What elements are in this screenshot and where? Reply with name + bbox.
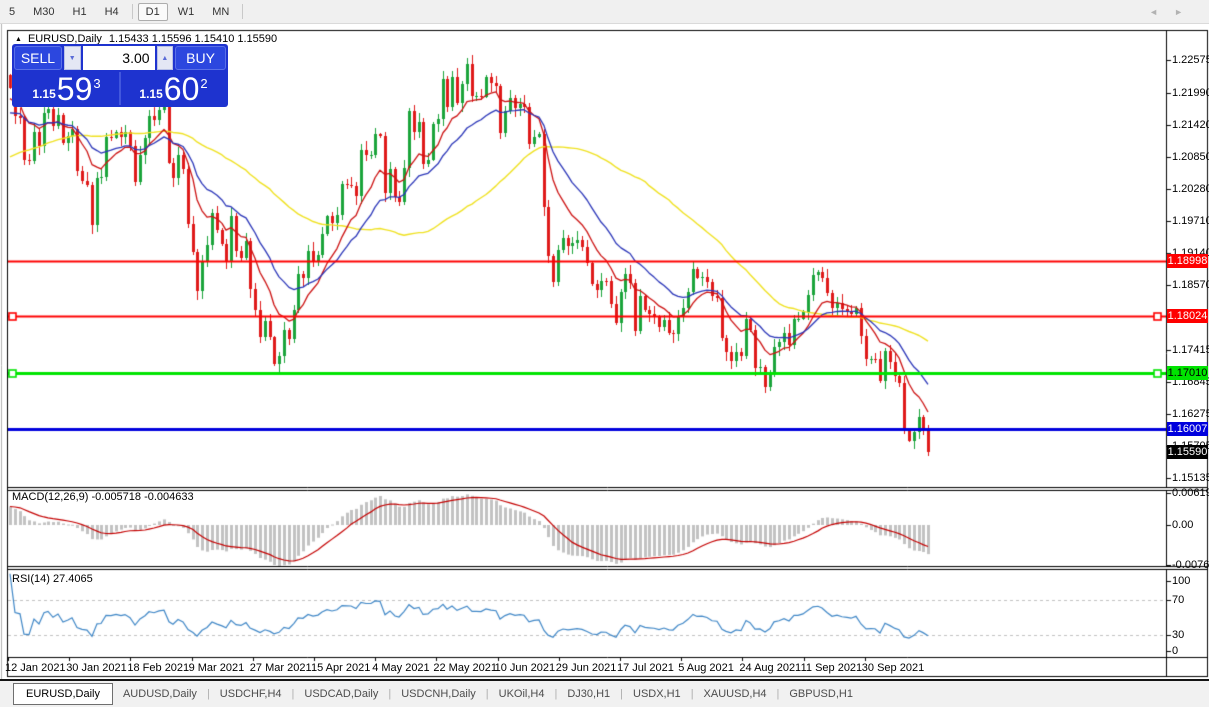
tab-scroll-arrows: ◄► xyxy=(1149,7,1199,17)
tab-ukoil-h4[interactable]: UKOil,H4 xyxy=(498,688,545,700)
price-tick-label: 1.19710 xyxy=(1172,215,1209,227)
tab-gbpusd-h1[interactable]: GBPUSD,H1 xyxy=(789,688,853,700)
one-click-trading-panel: SELL ▼ ▲ BUY 1.15 59 3 1.15 60 2 xyxy=(12,44,228,107)
tab-separator: | xyxy=(485,688,489,700)
date-axis-label: 24 Aug 2021 xyxy=(739,662,802,674)
timeframe-button-mn[interactable]: MN xyxy=(212,5,230,18)
chart-symbol-label: EURUSD,Daily xyxy=(27,33,102,45)
tabs-scroll-right-icon[interactable]: ► xyxy=(1174,7,1199,17)
buy-price-sup: 2 xyxy=(200,76,208,91)
tab-separator: | xyxy=(690,688,694,700)
hline-price-label: 1.17010 xyxy=(1167,366,1208,380)
date-axis-label: 17 Jul 2021 xyxy=(617,662,674,674)
price-tick-label: 1.22575 xyxy=(1172,54,1209,66)
rsi-scale-label: 30 xyxy=(1172,629,1185,641)
chart-title: ▲ EURUSD,Daily 1.15433 1.15596 1.15410 1… xyxy=(15,33,277,45)
tab-audusd-daily[interactable]: AUDUSD,Daily xyxy=(122,688,197,700)
spinner-up-icon: ▲ xyxy=(161,54,169,62)
tab-eurusd-daily[interactable]: EURUSD,Daily xyxy=(13,683,113,705)
tab-separator: | xyxy=(388,688,392,700)
volume-increase-button[interactable]: ▲ xyxy=(156,46,174,70)
sell-price-big: 59 xyxy=(56,71,93,107)
sell-button[interactable]: SELL xyxy=(14,46,62,70)
buy-price-big: 60 xyxy=(163,71,200,107)
timeframe-button-h1[interactable]: H1 xyxy=(72,5,87,18)
price-tick-label: 1.15135 xyxy=(1172,472,1209,484)
buy-price-small: 1.15 xyxy=(139,87,163,101)
date-axis-label: 11 Sep 2021 xyxy=(800,662,863,674)
chart-tab-bar: EURUSD,Daily AUDUSD,Daily | USDCHF,H4 | USDCA… xyxy=(0,679,1209,707)
macd-scale-label: -0.007623 xyxy=(1172,559,1209,571)
timeframe-button-h4[interactable]: H4 xyxy=(104,5,119,18)
tab-usdchf-h4[interactable]: USDCHF,H4 xyxy=(219,688,282,700)
tab-separator: | xyxy=(776,688,780,700)
date-axis-label: 18 Feb 2021 xyxy=(127,662,190,674)
date-axis-label: 12 Jan 2021 xyxy=(5,662,66,674)
sell-price-sup: 3 xyxy=(93,76,101,91)
price-tick-label: 1.20280 xyxy=(1172,183,1209,195)
timeframe-button-d1[interactable]: D1 xyxy=(137,2,168,21)
rsi-value: 27.4065 xyxy=(52,573,93,585)
tab-usdx-h1[interactable]: USDX,H1 xyxy=(633,688,681,700)
tabs-scroll-left-icon[interactable]: ◄ xyxy=(1149,7,1175,17)
macd-scale-label: 0.00 xyxy=(1172,519,1194,531)
price-tick-label: 1.17415 xyxy=(1172,344,1209,356)
volume-decrease-button[interactable]: ▼ xyxy=(63,46,81,70)
toolbar-separator xyxy=(242,4,244,19)
tab-separator: | xyxy=(620,688,623,700)
macd-label: MACD(12,26,9) -0.005718 -0.004633 xyxy=(12,491,194,503)
rsi-label: RSI(14) 27.4065 xyxy=(12,573,93,585)
rsi-scale-label: 0 xyxy=(1172,645,1179,657)
macd-scale-label: 0.006193 xyxy=(1172,487,1209,499)
rsi-scale-label: 70 xyxy=(1172,594,1185,606)
spinner-down-icon: ▼ xyxy=(68,54,76,62)
macd-title: MACD(12,26,9) xyxy=(12,491,89,503)
sell-price-small: 1.15 xyxy=(32,87,56,101)
price-tick-label: 1.20850 xyxy=(1172,151,1209,163)
toolbar-separator xyxy=(131,4,133,19)
hline-price-label: 1.18024 xyxy=(1167,309,1208,323)
price-tick-label: 1.21990 xyxy=(1172,87,1209,99)
tab-separator: | xyxy=(291,688,295,700)
price-tick-label: 1.21420 xyxy=(1172,119,1209,131)
date-axis-label: 5 Aug 2021 xyxy=(678,662,734,674)
hline-price-label: 1.18998 xyxy=(1167,254,1208,268)
date-axis-label: 9 Mar 2021 xyxy=(188,662,245,674)
date-axis-label: 4 May 2021 xyxy=(372,662,430,674)
timeframe-button-w1[interactable]: W1 xyxy=(177,5,195,18)
timeframe-toolbar: 5 M30 H1 H4 D1 W1 MN xyxy=(0,0,1209,24)
sell-price-display: 1.15 59 3 xyxy=(14,72,121,105)
price-tick-label: 1.16275 xyxy=(1172,408,1209,420)
volume-input[interactable] xyxy=(82,46,155,70)
date-axis-label: 30 Jan 2021 xyxy=(66,662,127,674)
price-tick-label: 1.18570 xyxy=(1172,279,1209,291)
tab-xauusd-h4[interactable]: XAUUSD,H4 xyxy=(703,688,767,700)
date-axis-label: 15 Apr 2021 xyxy=(311,662,371,674)
chart-ohlc-values: 1.15433 1.15596 1.15410 1.15590 xyxy=(108,33,278,45)
date-axis-label: 27 Mar 2021 xyxy=(249,662,312,674)
date-axis-label: 10 Jun 2021 xyxy=(494,662,556,674)
tab-dj30-h1[interactable]: DJ30,H1 xyxy=(567,688,611,700)
date-axis-label: 29 Jun 2021 xyxy=(555,662,617,674)
date-axis-label: 22 May 2021 xyxy=(433,662,497,674)
tab-usdcad-daily[interactable]: USDCAD,Daily xyxy=(304,688,379,700)
tab-separator: | xyxy=(554,688,558,700)
date-axis-label: 30 Sep 2021 xyxy=(861,662,925,674)
rsi-title: RSI(14) xyxy=(12,573,50,585)
tab-usdcnh-daily[interactable]: USDCNH,Daily xyxy=(401,688,476,700)
buy-button[interactable]: BUY xyxy=(175,46,226,70)
tab-separator: | xyxy=(206,688,210,700)
current-price-label: 1.15590 xyxy=(1167,445,1208,459)
timeframe-button-m30[interactable]: M30 xyxy=(33,5,55,18)
buy-price-display: 1.15 60 2 xyxy=(121,72,226,105)
hline-price-label: 1.16007 xyxy=(1167,422,1208,436)
collapse-icon[interactable]: ▲ xyxy=(15,35,22,43)
macd-values: -0.005718 -0.004633 xyxy=(91,491,194,503)
rsi-scale-label: 100 xyxy=(1172,575,1191,587)
timeframe-button-5[interactable]: 5 xyxy=(9,5,16,18)
